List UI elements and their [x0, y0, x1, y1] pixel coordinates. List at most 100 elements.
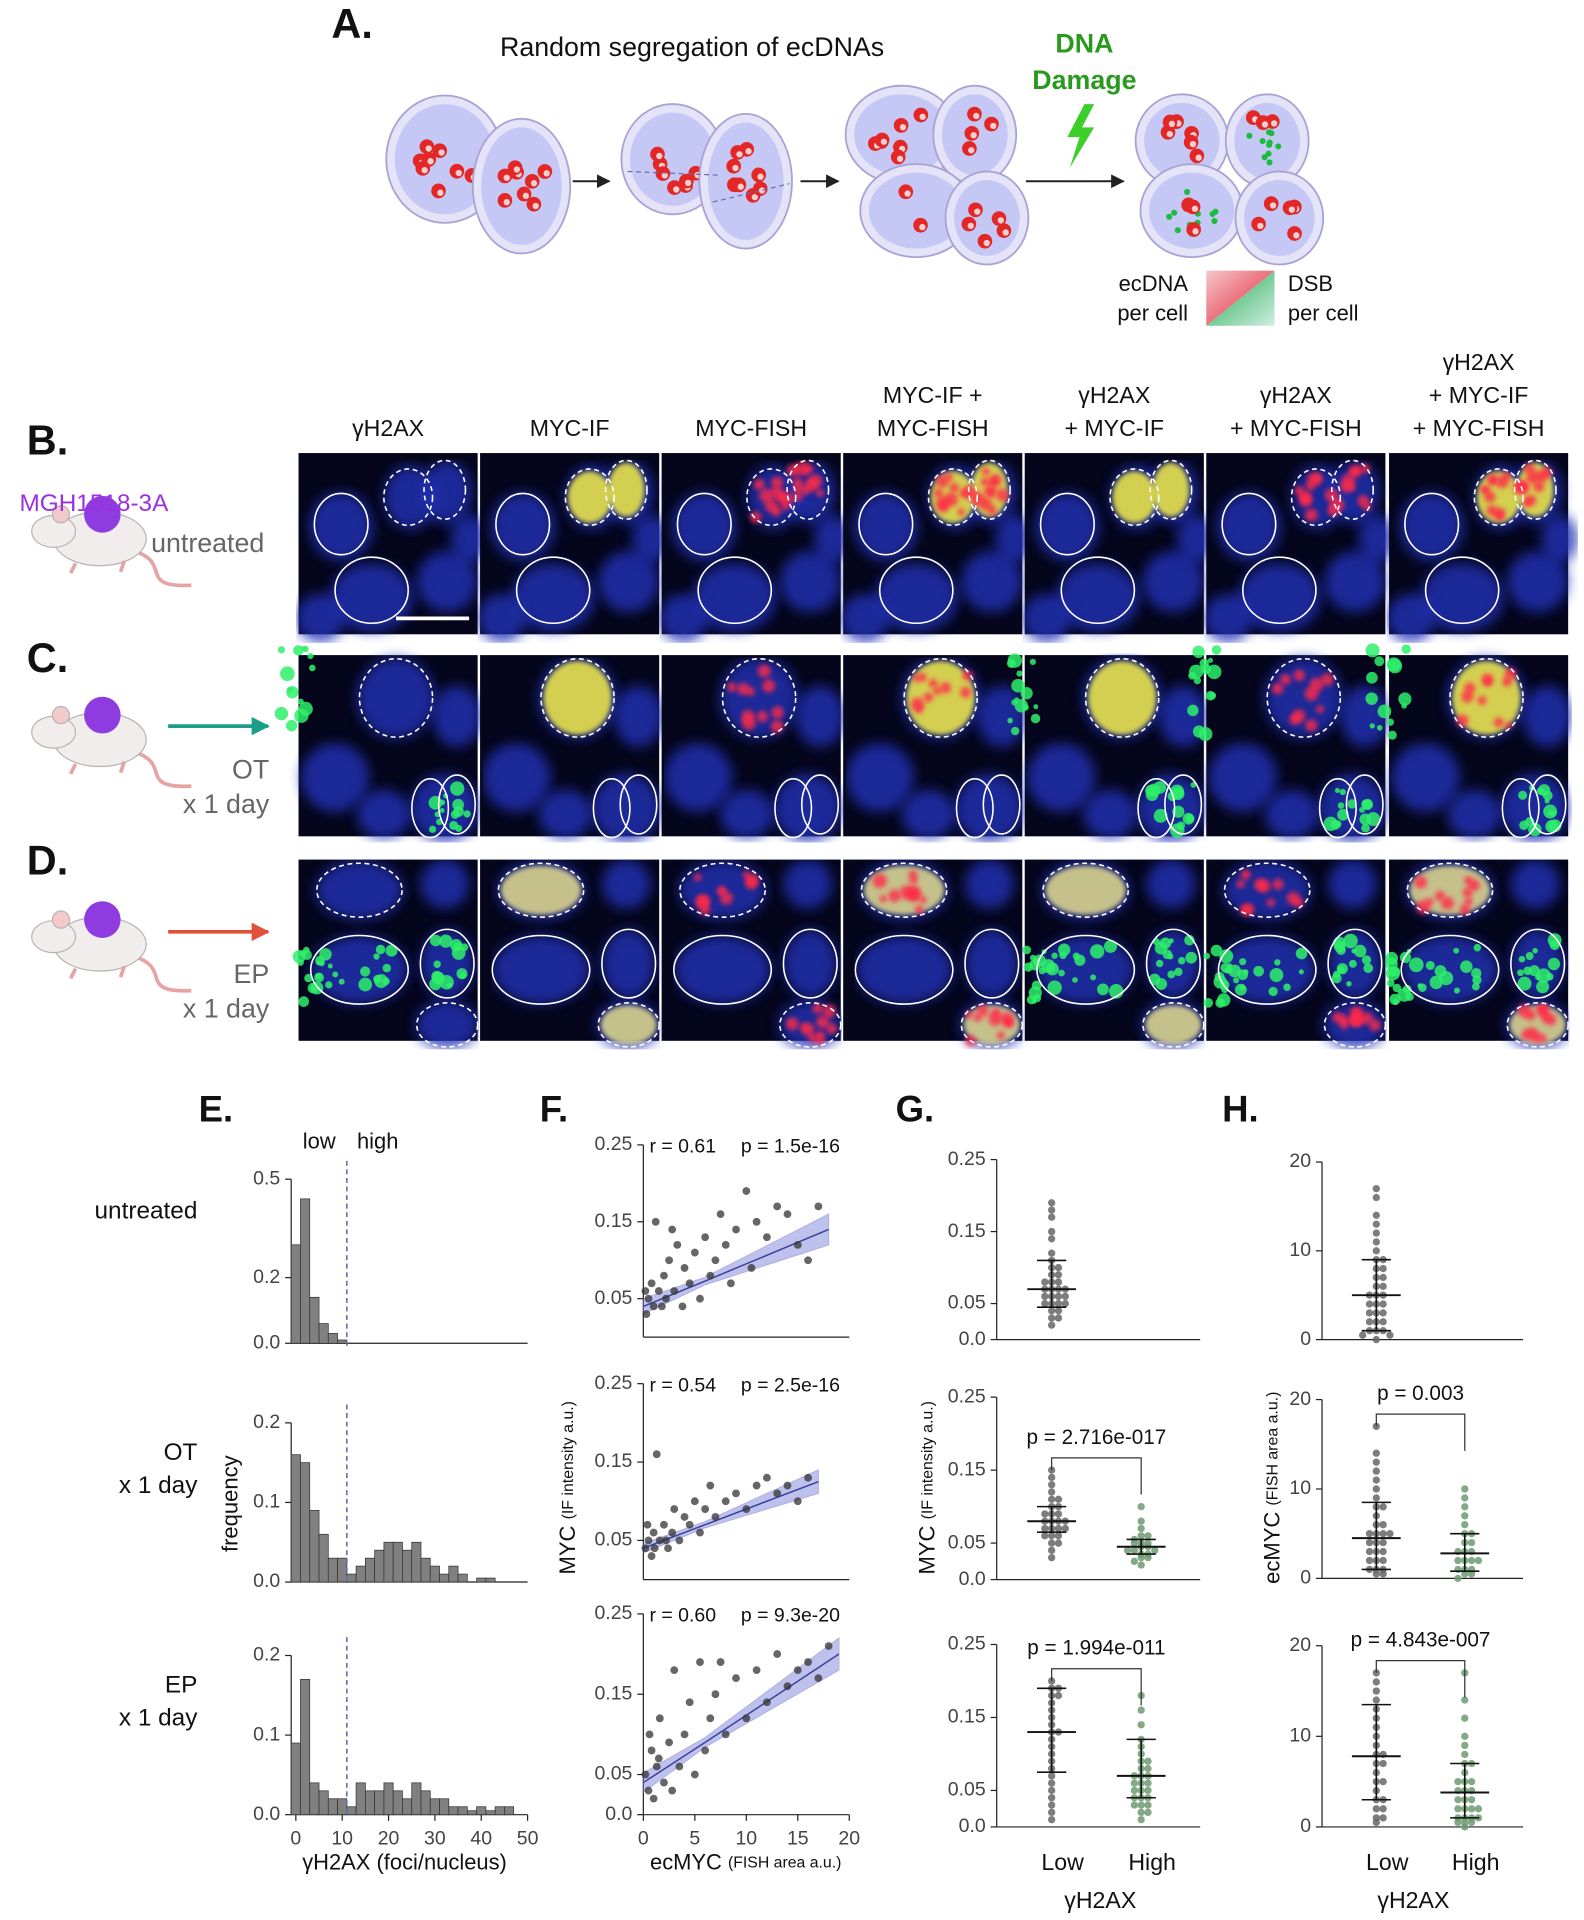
- point: [732, 1674, 740, 1683]
- point: [652, 1450, 661, 1459]
- dsb-signal: [339, 979, 345, 985]
- point: [1047, 1786, 1056, 1795]
- mouse-feet: [69, 560, 127, 574]
- dsb-signal: [1323, 817, 1337, 831]
- point: [1372, 1238, 1380, 1246]
- dsb-signal: [373, 953, 379, 959]
- point: [1144, 1801, 1152, 1809]
- point: [1461, 1741, 1469, 1750]
- annotation: p = 1.5e-16: [741, 1135, 840, 1157]
- nucleus-signal: [902, 790, 956, 839]
- point: [1365, 1530, 1374, 1538]
- dsb-signal: [1387, 979, 1395, 987]
- fish-signal: [936, 496, 950, 510]
- label-main: MYC: [555, 1525, 580, 1574]
- x-tick-label: 50: [517, 1827, 539, 1849]
- nucleus-signal: [875, 563, 958, 632]
- cell-outline: [880, 557, 953, 623]
- significance-bracket: [1375, 1413, 1466, 1451]
- point: [1144, 1786, 1152, 1795]
- dsb-signal: [303, 646, 309, 652]
- y-tick-label: 0.05: [594, 1763, 632, 1785]
- dsb-signal: [1170, 823, 1184, 838]
- point: [644, 1536, 653, 1545]
- label-unit: (IF intensity a.u.): [560, 1401, 577, 1519]
- cell-outline: [1138, 779, 1175, 838]
- fish-signal: [933, 687, 941, 695]
- dsb-signal: [1224, 968, 1230, 974]
- ecdna-core: [983, 239, 990, 247]
- micrograph: [293, 859, 479, 1050]
- bar: [504, 1806, 515, 1816]
- dsb-signal: [1016, 671, 1022, 677]
- y-axis-label: MYC (IF intensity a.u.): [555, 1401, 580, 1574]
- tumor: [84, 901, 121, 938]
- point: [1137, 1554, 1145, 1562]
- point: [814, 1674, 823, 1683]
- point: [1137, 1524, 1145, 1533]
- dsb-signal: [1104, 940, 1117, 953]
- y-tick-label: 0.0: [253, 1803, 280, 1825]
- dsb-signal: [1361, 824, 1370, 833]
- nucleus-signal: [598, 551, 659, 612]
- dsb-signal: [1296, 948, 1308, 960]
- cell-outline: [802, 775, 839, 834]
- y-tick-label: 20: [1289, 1388, 1311, 1410]
- cell-outline: [1225, 863, 1310, 917]
- bar: [439, 1798, 450, 1816]
- nucleus-signal: [796, 686, 845, 747]
- point: [1061, 1299, 1069, 1308]
- fish-signal: [1305, 509, 1318, 522]
- point: [678, 1302, 687, 1311]
- ecdna-core: [997, 217, 1004, 224]
- nucleus-signal: [780, 551, 841, 612]
- dsb-signal: [1051, 953, 1057, 959]
- micrograph-content: [659, 460, 850, 642]
- point: [641, 1287, 650, 1295]
- dsb-signal: [1039, 967, 1046, 974]
- dsb-signal: [307, 653, 313, 659]
- fish-signal: [934, 489, 943, 498]
- column-header: + MYC-IF: [1429, 382, 1529, 408]
- ecdna-core: [737, 183, 744, 190]
- ecdna-core: [758, 187, 766, 194]
- point: [1461, 1512, 1469, 1520]
- point: [1379, 1570, 1387, 1578]
- ecdna-core: [1270, 120, 1278, 127]
- point: [1379, 1556, 1387, 1565]
- y-tick-label: 0.2: [253, 1644, 280, 1666]
- fish-signal: [1280, 674, 1291, 685]
- fish-signal: [960, 687, 971, 698]
- point: [1047, 1554, 1056, 1562]
- mouse-feet: [69, 965, 127, 980]
- nucleus-signal: [1209, 743, 1277, 812]
- micrograph: [478, 453, 669, 643]
- myc-if-signal: [501, 866, 581, 915]
- cell-outline: [598, 1003, 659, 1047]
- cell-outline: [541, 659, 614, 737]
- point: [1379, 1309, 1387, 1317]
- nucleus-signal: [539, 790, 593, 839]
- point: [1365, 1538, 1374, 1547]
- label-unit: (FISH area a.u.): [1265, 1392, 1282, 1506]
- cell-outline: [1529, 775, 1566, 834]
- cell-outline: [983, 775, 1020, 834]
- point: [665, 1256, 673, 1265]
- fish-signal: [1289, 713, 1300, 725]
- ecdna-core: [745, 148, 752, 155]
- ecdna-core: [522, 192, 530, 200]
- nucleus-signal: [1359, 514, 1396, 563]
- fish-signal: [1494, 717, 1504, 727]
- fish-signal: [1312, 473, 1323, 484]
- point: [1454, 1805, 1462, 1813]
- dsb-signal: [1020, 687, 1032, 699]
- dsb-signal: [1333, 937, 1345, 950]
- dsb-signal: [1169, 938, 1174, 943]
- point: [670, 1287, 679, 1295]
- ecdna-core: [684, 179, 692, 187]
- point: [685, 1520, 694, 1529]
- cell-outline: [861, 863, 946, 917]
- cell-outline: [1474, 469, 1523, 525]
- dsb-signal: [1359, 807, 1365, 813]
- point: [673, 1240, 682, 1249]
